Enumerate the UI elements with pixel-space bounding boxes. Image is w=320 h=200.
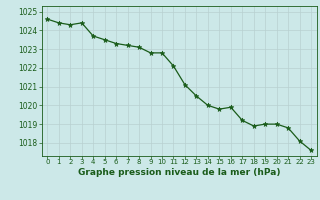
- X-axis label: Graphe pression niveau de la mer (hPa): Graphe pression niveau de la mer (hPa): [78, 168, 280, 177]
